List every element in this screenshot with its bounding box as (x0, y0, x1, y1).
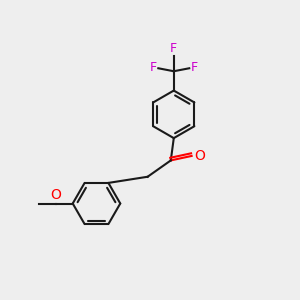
Text: O: O (195, 149, 206, 163)
Text: F: F (170, 42, 177, 55)
Text: O: O (50, 188, 61, 202)
Text: F: F (150, 61, 157, 74)
Text: F: F (191, 61, 198, 74)
